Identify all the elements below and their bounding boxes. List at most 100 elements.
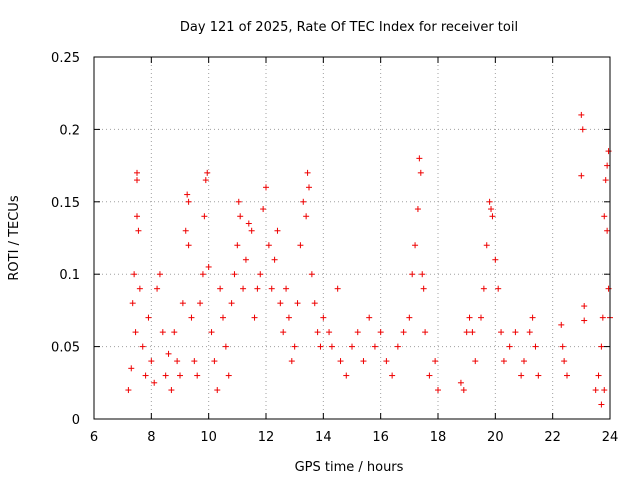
data-point (561, 358, 568, 365)
data-point (132, 329, 139, 336)
data-point (134, 169, 140, 176)
data-point (311, 300, 318, 307)
data-point (208, 329, 215, 336)
data-point (488, 206, 495, 213)
data-point (297, 242, 304, 249)
y-tick-label: 0.1 (59, 268, 80, 283)
data-point (416, 155, 423, 162)
data-point (214, 387, 221, 394)
data-point (174, 358, 181, 365)
y-axis-label: ROTI / TECUs (7, 195, 22, 280)
data-point (211, 358, 218, 365)
data-point (317, 343, 324, 350)
data-point (277, 300, 284, 307)
data-point (151, 379, 158, 386)
data-point (131, 271, 138, 278)
data-point (592, 387, 599, 394)
chart-title: Day 121 of 2025, Rate Of TEC Index for r… (180, 20, 518, 35)
x-tick-label: 18 (430, 430, 447, 445)
data-point (205, 263, 212, 270)
data-point (337, 358, 344, 365)
data-point (199, 271, 206, 278)
data-point (492, 256, 499, 263)
data-point (217, 285, 224, 292)
data-point (204, 169, 211, 176)
data-point (134, 213, 140, 220)
y-tick-label: 0.15 (51, 196, 80, 211)
data-point (406, 314, 413, 321)
data-point (129, 300, 136, 307)
data-point (139, 343, 146, 350)
data-point (595, 372, 602, 379)
data-point (228, 300, 235, 307)
data-point (457, 379, 464, 386)
data-point (148, 358, 155, 365)
data-point (478, 314, 484, 321)
data-point (185, 242, 192, 249)
data-point (171, 329, 178, 336)
data-point (602, 177, 609, 184)
data-point (303, 213, 310, 220)
data-point (320, 314, 327, 321)
x-tick-label: 20 (487, 430, 504, 445)
data-point (134, 177, 140, 184)
data-point (201, 213, 208, 220)
data-point (521, 358, 527, 365)
data-point (285, 314, 292, 321)
data-point (304, 169, 311, 176)
data-point (558, 321, 565, 328)
data-point (360, 358, 367, 365)
data-point (162, 372, 169, 379)
data-point (156, 271, 163, 278)
data-point (581, 303, 588, 310)
data-point (271, 256, 278, 263)
data-point (601, 387, 608, 394)
data-point (194, 372, 201, 379)
data-point (432, 358, 439, 365)
data-point (274, 227, 281, 234)
data-point (142, 372, 149, 379)
data-point (420, 285, 427, 292)
data-point (578, 111, 585, 118)
data-point (412, 242, 419, 249)
data-point (343, 372, 350, 379)
data-point (414, 206, 421, 213)
data-point (480, 285, 487, 292)
data-point (417, 169, 424, 176)
y-tick-label: 0 (72, 413, 80, 428)
data-point (248, 227, 255, 234)
data-point (188, 314, 195, 321)
data-point (535, 372, 542, 379)
data-point (389, 372, 396, 379)
data-point (240, 285, 247, 292)
data-point (291, 343, 298, 350)
data-point (604, 162, 611, 169)
data-point (383, 358, 390, 365)
tick-labels: 6 8 10 12 14 16 18 20 22 24 0 0.05 0.1 0.15 0.2 0.25 (51, 51, 618, 445)
data-point (220, 314, 226, 321)
data-point (598, 401, 605, 408)
data-point (280, 329, 287, 336)
data-point (202, 177, 209, 184)
data-point (251, 314, 258, 321)
data-point (165, 350, 172, 357)
y-tick-label: 0.25 (51, 51, 80, 66)
data-point (326, 329, 333, 336)
data-point (197, 300, 204, 307)
data-point (294, 300, 301, 307)
data-point (529, 314, 536, 321)
data-point (500, 358, 507, 365)
data-point (601, 213, 608, 220)
data-point (185, 198, 192, 205)
data-point (242, 256, 249, 263)
data-point (225, 372, 232, 379)
data-point (422, 329, 429, 336)
data-point (254, 285, 261, 292)
data-point (604, 227, 611, 234)
data-point (463, 329, 470, 336)
data-point (257, 271, 264, 278)
data-point (460, 387, 467, 394)
data-point (168, 387, 175, 394)
axis-ticks (93, 56, 611, 420)
data-point (426, 372, 433, 379)
